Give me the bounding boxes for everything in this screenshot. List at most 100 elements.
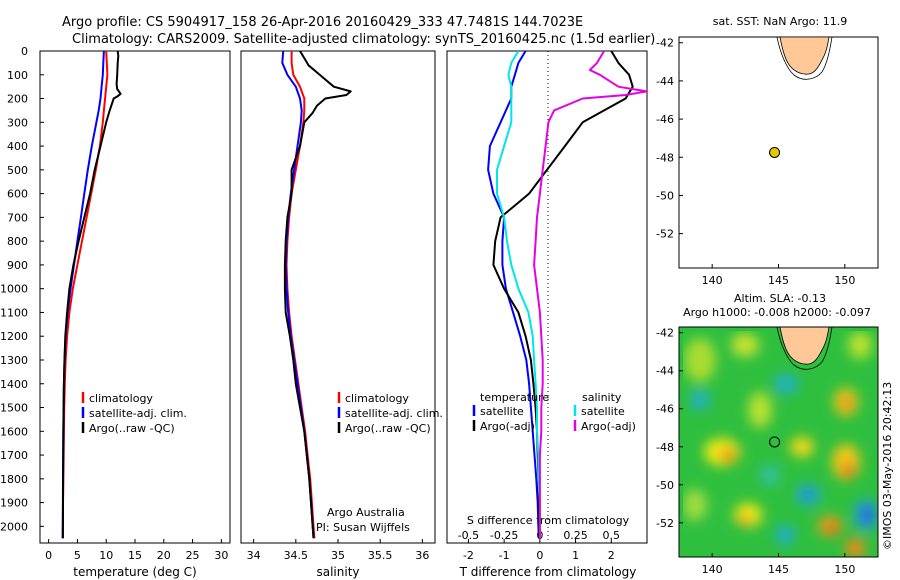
difference-line-salinity-argo-adj (533, 51, 647, 539)
sla-map-subtitle: Argo h1000: -0.008 h2000: -0.097 (683, 306, 871, 319)
legend-label-climatology: climatology (89, 392, 153, 405)
legend-label-temperature-argo: Argo(-adj) (480, 420, 535, 433)
depth-tick-label: 800 (7, 235, 28, 248)
imos-timestamp: ©IMOS 03-May-2016 20:42:13 (881, 382, 894, 550)
difference-tick-label: 2 (608, 549, 615, 562)
difference-legend: temperature satellite Argo(-adj) salinit… (472, 391, 636, 433)
sst-map-argo-position (769, 146, 781, 158)
tasmania-landmass (779, 327, 830, 365)
legend-label-salinity-argo: Argo(-adj) (581, 420, 636, 433)
sst-map-lat-label: -44 (656, 75, 674, 88)
difference-panel-frame (446, 50, 648, 544)
legend-label-climatology: climatology (345, 392, 409, 405)
sst-map-lat-label: -50 (656, 189, 674, 202)
temperature-tick-label: 25 (186, 549, 200, 562)
difference-tick-label: 1 (572, 549, 579, 562)
depth-tick-label: 1200 (0, 330, 28, 343)
legend-label-argo: Argo(..raw -QC) (345, 422, 431, 435)
legend-label-satellite: satellite-adj. clim. (89, 407, 187, 420)
sla-map-contour (776, 327, 833, 370)
temperature-tick-label: 30 (214, 549, 228, 562)
sst-map-argo-marker (769, 146, 781, 158)
salinity-panel-frame (240, 50, 436, 544)
difference-tick-label: 0 (536, 549, 543, 562)
sla-map-lat-label: -50 (656, 479, 674, 492)
depth-tick-label: 400 (7, 140, 28, 153)
salinity-axis-label: salinity (316, 565, 359, 579)
temperature-tick-label: 0 (45, 549, 52, 562)
legend-label-argo: Argo(..raw -QC) (89, 422, 175, 435)
sst-map-lat-label: -52 (656, 228, 674, 241)
salinity-difference-tick-label: -0.5 (458, 529, 479, 542)
sla-map-lon-label: 150 (834, 563, 855, 576)
sst-map-lat-label: -48 (656, 151, 674, 164)
difference-top-axis-label: S difference from climatology (467, 514, 630, 527)
salinity-tick-label: 36 (415, 549, 429, 562)
salinity-difference-tick-label: 0.25 (563, 529, 588, 542)
depth-tick-label: 200 (7, 93, 28, 106)
depth-tick-label: 500 (7, 164, 28, 177)
depth-tick-label: 1500 (0, 402, 28, 415)
temperature-line-argo-raw-qc (61, 51, 122, 539)
temperature-tick-label: 10 (99, 549, 113, 562)
depth-tick-label: 1800 (0, 473, 28, 486)
sst-map-title: sat. SST: NaN Argo: 11.9 (713, 15, 847, 28)
salinity-difference-tick-label: -0.25 (490, 529, 518, 542)
sst-map-land (776, 37, 833, 80)
depth-tick-label: 2000 (0, 520, 28, 533)
legend-title-salinity: salinity (582, 391, 622, 404)
temperature-legend: climatology satellite-adj. clim. Argo(..… (81, 392, 187, 435)
temperature-x-axis: 0 5 10 15 20 25 30 (45, 539, 228, 562)
sla-map-lon-label: 145 (768, 563, 789, 576)
salinity-line-argo-raw-qc (283, 51, 352, 539)
depth-axis: 0 100 200 300 400 500 600 700 800 900 1000 1100 1200… (0, 45, 44, 533)
sla-map-title: Altim. SLA: -0.13 (734, 292, 826, 305)
temperature-series (61, 51, 122, 539)
sla-map-lat-label: -44 (656, 365, 674, 378)
temperature-axis-label: temperature (deg C) (73, 565, 196, 579)
sla-map-axes: -42 -44 -46 -48 -50 -52 140 145 150 (656, 327, 855, 576)
sst-map-contour (776, 37, 833, 80)
sst-map-axes: -42 -44 -46 -48 -50 -52 140 145 150 (656, 37, 855, 287)
sla-map-lat-label: -52 (656, 517, 674, 530)
depth-tick-label: 900 (7, 259, 28, 272)
sst-map-lon-label: 140 (702, 274, 723, 287)
depth-tick-label: 0 (21, 45, 28, 58)
sst-map-lat-label: -46 (656, 113, 674, 126)
depth-tick-label: 700 (7, 211, 28, 224)
salinity-tick-label: 35.5 (368, 549, 393, 562)
legend-title-temperature: temperature (480, 391, 549, 404)
depth-tick-label: 100 (7, 69, 28, 82)
salinity-legend: climatology satellite-adj. clim. Argo(..… (337, 392, 443, 435)
depth-tick-label: 1300 (0, 354, 28, 367)
depth-tick-label: 1700 (0, 449, 28, 462)
sst-map-lon-label: 145 (768, 274, 789, 287)
depth-tick-label: 1100 (0, 306, 28, 319)
temperature-tick-label: 5 (74, 549, 81, 562)
salinity-tick-label: 34.5 (284, 549, 309, 562)
sla-map-lat-label: -42 (656, 327, 674, 340)
tasmania-landmass (779, 37, 830, 75)
credit-pi: PI: Susan Wijffels (316, 521, 410, 534)
temperature-tick-label: 20 (157, 549, 171, 562)
depth-tick-label: 1600 (0, 425, 28, 438)
sla-map-argo-position (769, 436, 781, 448)
sla-map-lon-label: 140 (702, 563, 723, 576)
difference-line-temperature-argo-adj (492, 51, 634, 539)
sst-map-lon-label: 150 (834, 274, 855, 287)
salinity-difference-tick-label: 0.5 (603, 529, 621, 542)
legend-label-salinity-satellite: satellite (581, 405, 625, 418)
salinity-tick-label: 34 (247, 549, 261, 562)
legend-label-temperature-satellite: satellite (480, 405, 524, 418)
difference-tick-label: -1 (499, 549, 510, 562)
figure-subtitle: Climatology: CARS2009. Satellite-adjuste… (72, 32, 655, 47)
difference-tick-label: -2 (463, 549, 474, 562)
depth-tick-label: 300 (7, 116, 28, 129)
depth-tick-label: 600 (7, 188, 28, 201)
salinity-series (281, 51, 352, 539)
sla-map-lat-label: -48 (656, 441, 674, 454)
credit-organisation: Argo Australia (327, 506, 405, 519)
salinity-x-axis: 34 34.5 35 35.5 36 (247, 539, 429, 562)
temperature-tick-label: 15 (128, 549, 142, 562)
depth-tick-label: 1900 (0, 497, 28, 510)
